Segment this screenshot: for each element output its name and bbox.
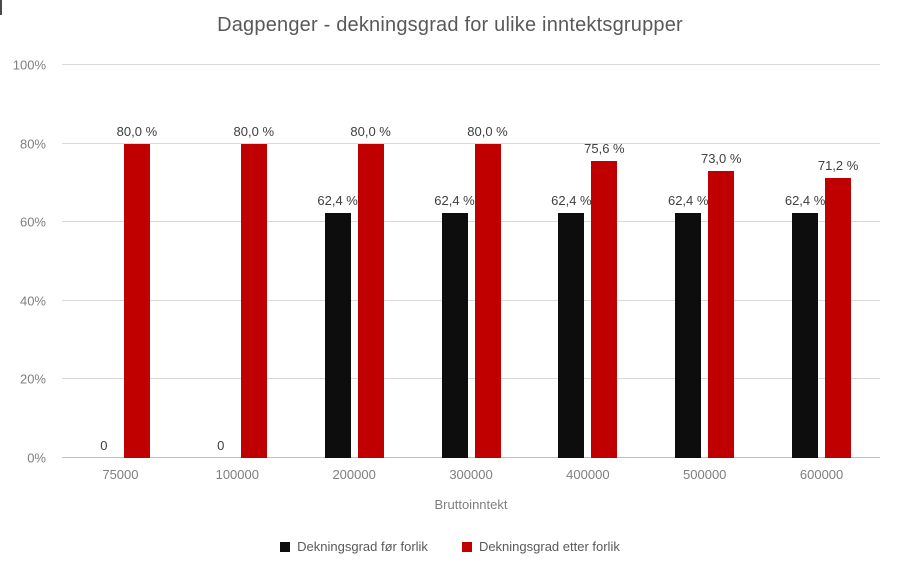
bar-value-label: 0 <box>217 438 225 453</box>
x-axis: 75000 100000 200000 300000 400000 500000 60000… <box>62 467 880 482</box>
bar-group-100000: 0 80,0 % <box>179 65 296 458</box>
x-category-label: 100000 <box>215 467 259 482</box>
x-category-label: 400000 <box>566 467 610 482</box>
y-tick-label: 20% <box>19 371 46 387</box>
bar-value-label: 62,4 % <box>434 192 475 208</box>
x-axis-title: Bruttoinntekt <box>434 497 508 512</box>
legend-swatch-black <box>280 541 291 552</box>
bar-group-400000: 62,4 % 75,6 % <box>529 65 646 458</box>
bar-etter-forlik-200000: 80,0 % <box>350 124 391 458</box>
bar-etter-forlik-100000: 80,0 % <box>234 124 274 458</box>
bar-etter-forlik-600000: 71,2 % <box>818 158 858 458</box>
screenshot-edge-artifact <box>0 0 2 15</box>
bar-group-600000: 62,4 % 71,2 % <box>763 65 880 458</box>
legend-swatch-red <box>461 541 472 552</box>
bar-value-label: 62,4 % <box>551 192 592 208</box>
y-axis: 0% 20% 40% 60% 80% 100% <box>0 58 54 466</box>
legend-label-etter-forlik: Dekningsgrad etter forlik <box>478 539 620 554</box>
bar-value-label: 80,0 % <box>233 123 275 139</box>
bar-groups: 0 80,0 % 0 80,0 % 62,4 % 80,0 % 62,4 % 80,0 % 62… <box>62 65 880 458</box>
bar-value-label: 62,4 % <box>784 192 826 208</box>
bar-value-label: 73,0 % <box>700 151 742 167</box>
x-category-label: 75000 <box>102 467 139 482</box>
bar-value-label: 71,2 % <box>817 158 859 174</box>
bar-for-forlik-200000: 62,4 % <box>317 193 358 458</box>
legend-label-for-forlik: Dekningsgrad før forlik <box>297 539 428 554</box>
x-axis-baseline <box>62 457 880 458</box>
gridline <box>62 64 880 65</box>
bar-group-200000: 62,4 % 80,0 % <box>296 65 413 458</box>
x-category-label: 200000 <box>332 467 376 482</box>
bar-etter-forlik-300000: 80,0 % <box>467 124 508 458</box>
y-tick-label: 100% <box>12 57 46 73</box>
x-category-label: 600000 <box>799 467 844 482</box>
bar-value-label: 80,0 % <box>350 123 391 139</box>
bar-group-75000: 0 80,0 % <box>62 65 179 458</box>
bar-for-forlik-600000: 62,4 % <box>785 193 825 458</box>
y-tick-label: 80% <box>19 136 46 152</box>
legend-item-etter-forlik: Dekningsgrad etter forlik <box>461 539 620 554</box>
gridline <box>62 221 880 223</box>
bar-value-label: 0 <box>100 438 108 453</box>
x-category-label: 500000 <box>683 467 727 482</box>
bar-for-forlik-300000: 62,4 % <box>434 193 475 458</box>
bar-group-300000: 62,4 % 80,0 % <box>413 65 530 458</box>
bar-value-label: 75,6 % <box>584 140 625 156</box>
bar-for-forlik-400000: 62,4 % <box>551 193 592 458</box>
bar-group-500000: 62,4 % 73,0 % <box>646 65 763 458</box>
gridline <box>62 299 880 301</box>
bar-etter-forlik-500000: 73,0 % <box>701 151 741 458</box>
chart-title: Dagpenger - dekningsgrad for ulike innte… <box>217 14 683 36</box>
bar-etter-forlik-400000: 75,6 % <box>584 141 625 458</box>
bar-value-label: 80,0 % <box>467 123 508 139</box>
y-tick-label: 40% <box>19 293 46 309</box>
bar-value-label: 80,0 % <box>116 123 158 139</box>
bar-etter-forlik-75000: 80,0 % <box>117 124 157 458</box>
bar-value-label: 62,4 % <box>317 192 358 208</box>
bar-for-forlik-500000: 62,4 % <box>668 193 708 458</box>
gridline <box>62 378 880 380</box>
gridline <box>62 142 880 144</box>
y-tick-label: 0% <box>27 450 46 466</box>
plot-area: 0 80,0 % 0 80,0 % 62,4 % 80,0 % 62,4 % 80,0 % 62… <box>62 64 880 458</box>
x-category-label: 300000 <box>449 467 493 482</box>
bar-value-label: 62,4 % <box>667 192 709 208</box>
legend-item-for-forlik: Dekningsgrad før forlik <box>280 539 428 554</box>
y-tick-label: 60% <box>19 214 46 230</box>
legend: Dekningsgrad før forlik Dekningsgrad ett… <box>0 539 900 554</box>
